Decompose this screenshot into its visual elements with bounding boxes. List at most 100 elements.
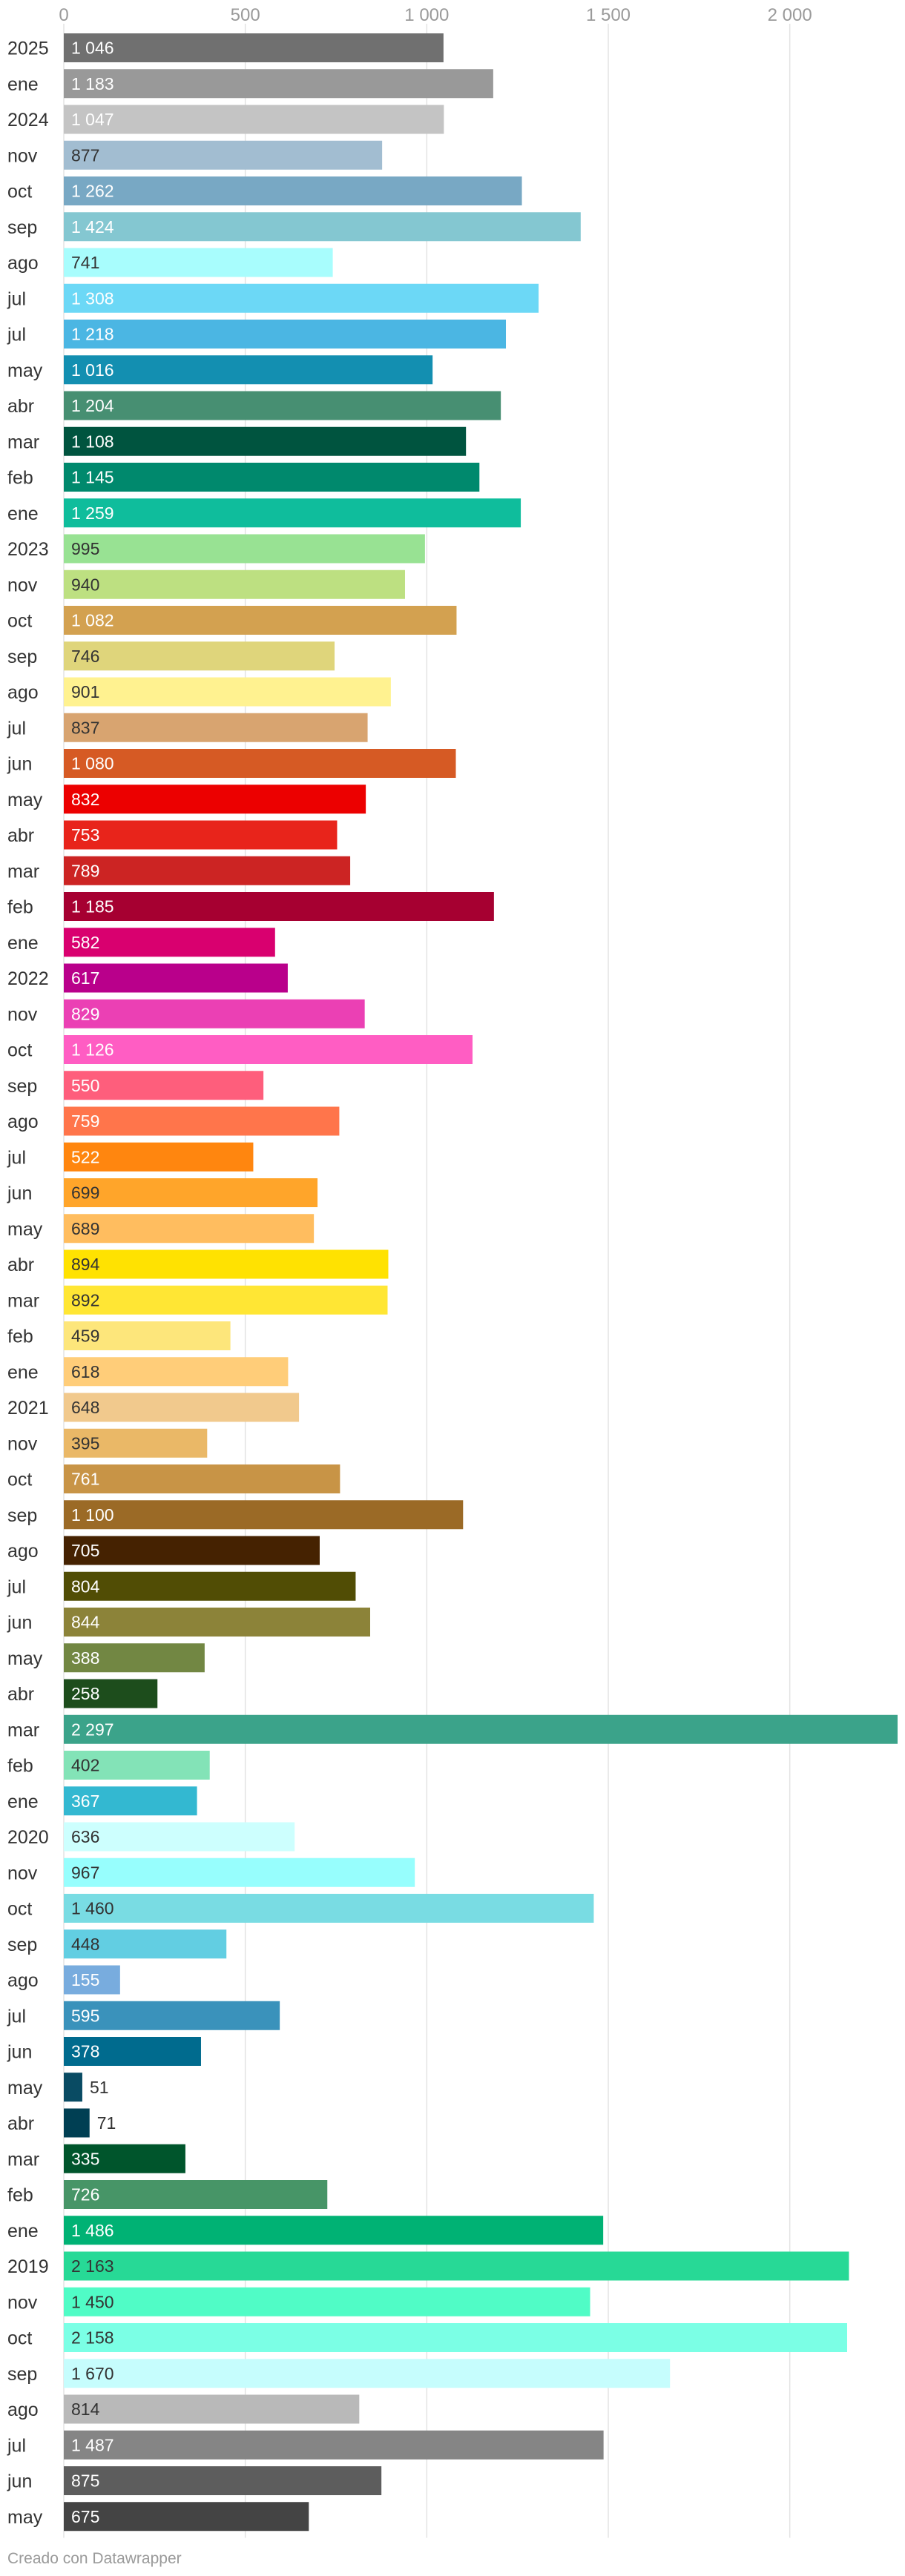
bar bbox=[64, 1714, 898, 1744]
value-label: 995 bbox=[71, 539, 99, 558]
bar bbox=[64, 2287, 590, 2316]
category-label: nov bbox=[7, 575, 38, 595]
bar bbox=[64, 1393, 300, 1422]
category-label: jun bbox=[7, 2471, 32, 2492]
category-label: ago bbox=[7, 1541, 39, 1562]
value-label: 726 bbox=[71, 2185, 99, 2205]
value-label: 837 bbox=[71, 718, 99, 737]
value-label: 402 bbox=[71, 1756, 99, 1775]
value-label: 689 bbox=[71, 1219, 99, 1238]
bar bbox=[64, 963, 288, 993]
bar bbox=[64, 1428, 208, 1458]
value-labels: 1 046 1 183 1 047 877 1 262 1 424 741 1 308 1 21… bbox=[71, 39, 116, 2526]
value-label: 2 163 bbox=[71, 2256, 114, 2276]
category-label: jun bbox=[7, 754, 32, 775]
category-label: ene bbox=[7, 2221, 39, 2242]
value-label: 550 bbox=[71, 1076, 99, 1095]
category-label: oct bbox=[7, 1040, 32, 1061]
bar bbox=[64, 2251, 849, 2281]
category-label: jul bbox=[7, 1147, 26, 1168]
category-label: may bbox=[7, 1648, 43, 1669]
bar bbox=[64, 1249, 389, 1279]
value-label: 759 bbox=[71, 1112, 99, 1131]
category-label: nov bbox=[7, 1433, 38, 1454]
value-label: 522 bbox=[71, 1147, 99, 1166]
bar bbox=[64, 33, 444, 62]
value-label: 753 bbox=[71, 825, 99, 845]
value-label: 367 bbox=[71, 1791, 99, 1811]
value-label: 155 bbox=[71, 1970, 99, 1989]
category-label: 2019 bbox=[7, 2256, 49, 2277]
category-label: feb bbox=[7, 897, 33, 918]
value-label: 1 670 bbox=[71, 2364, 114, 2383]
bar bbox=[64, 1643, 205, 1673]
category-label: mar bbox=[7, 2149, 39, 2170]
bar bbox=[64, 569, 405, 599]
value-label: 617 bbox=[71, 968, 99, 988]
bar bbox=[64, 713, 368, 742]
category-label: oct bbox=[7, 182, 32, 202]
category-label: mar bbox=[7, 861, 39, 882]
category-label: may bbox=[7, 360, 43, 381]
bar bbox=[64, 999, 365, 1028]
category-label: oct bbox=[7, 1899, 32, 1920]
value-label: 901 bbox=[71, 682, 99, 701]
bar bbox=[64, 391, 501, 420]
bar bbox=[64, 2073, 82, 2102]
value-label: 746 bbox=[71, 647, 99, 666]
value-label: 1 047 bbox=[71, 110, 114, 129]
value-label: 967 bbox=[71, 1863, 99, 1882]
category-label: abr bbox=[7, 396, 34, 417]
category-label: mar bbox=[7, 1720, 39, 1740]
category-label: abr bbox=[7, 1684, 34, 1705]
bar bbox=[64, 749, 456, 778]
category-label: sep bbox=[7, 1935, 37, 1955]
category-label: abr bbox=[7, 2113, 34, 2134]
bar bbox=[64, 2502, 309, 2532]
value-label: 335 bbox=[71, 2149, 99, 2168]
x-tick-label: 0 bbox=[59, 5, 68, 25]
category-label: 2024 bbox=[7, 110, 49, 131]
bar bbox=[64, 1894, 594, 1923]
category-label: abr bbox=[7, 1255, 34, 1275]
value-label: 582 bbox=[71, 933, 99, 952]
category-label: sep bbox=[7, 1505, 37, 1526]
category-label: feb bbox=[7, 1327, 33, 1347]
category-label: mar bbox=[7, 432, 39, 452]
x-tick-label: 500 bbox=[231, 5, 260, 25]
bar bbox=[64, 2180, 328, 2209]
value-label: 1 126 bbox=[71, 1040, 114, 1060]
x-tick-label: 1 000 bbox=[404, 5, 449, 25]
bar bbox=[64, 2430, 604, 2460]
value-label: 71 bbox=[97, 2113, 116, 2133]
bar bbox=[64, 2359, 671, 2388]
category-label: 2022 bbox=[7, 968, 49, 989]
bar bbox=[64, 498, 521, 528]
category-label: ene bbox=[7, 503, 39, 524]
category-label: ene bbox=[7, 1362, 39, 1383]
value-label: 875 bbox=[71, 2471, 99, 2491]
bar bbox=[64, 677, 391, 707]
value-label: 761 bbox=[71, 1470, 99, 1489]
category-label: nov bbox=[7, 145, 38, 166]
x-tick-label: 2 000 bbox=[768, 5, 812, 25]
value-label: 1 183 bbox=[71, 74, 114, 93]
bar bbox=[64, 1965, 120, 1995]
bar bbox=[64, 2001, 280, 2030]
value-label: 258 bbox=[71, 1684, 99, 1703]
value-label: 804 bbox=[71, 1576, 100, 1596]
category-label: feb bbox=[7, 2185, 33, 2206]
bar bbox=[64, 1071, 264, 1100]
value-label: 1 080 bbox=[71, 754, 114, 773]
category-label: sep bbox=[7, 1076, 37, 1097]
bar bbox=[64, 641, 335, 671]
bar bbox=[64, 1464, 340, 1493]
bar bbox=[64, 856, 351, 885]
bar bbox=[64, 2216, 604, 2245]
category-label: abr bbox=[7, 825, 34, 846]
bar bbox=[64, 1536, 320, 1565]
bar bbox=[64, 140, 383, 170]
value-label: 618 bbox=[71, 1362, 99, 1381]
value-label: 829 bbox=[71, 1004, 99, 1023]
